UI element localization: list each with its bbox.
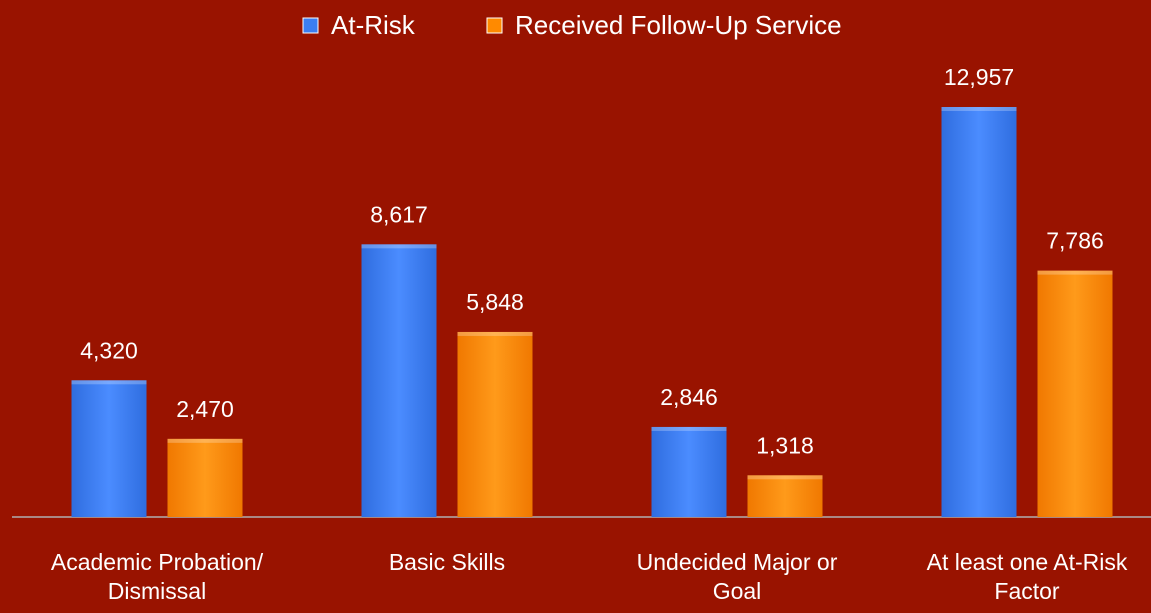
bar-top <box>167 438 243 443</box>
bar-top <box>747 475 823 480</box>
bar <box>1037 270 1113 517</box>
legend-label: Received Follow-Up Service <box>515 10 842 40</box>
bar <box>941 107 1017 517</box>
legend-swatch <box>302 17 319 34</box>
bar <box>651 426 727 517</box>
data-label: 4,320 <box>80 337 138 363</box>
bar-top <box>457 331 533 336</box>
bar-top <box>71 380 147 385</box>
data-label: 2,470 <box>176 396 234 422</box>
data-label: 5,848 <box>466 289 524 315</box>
bar <box>457 331 533 517</box>
data-label: 2,846 <box>660 384 718 410</box>
bar-top <box>361 244 437 249</box>
x-tick-label: Undecided Major or Goal <box>636 549 838 604</box>
bar-top <box>941 107 1017 111</box>
x-tick-label: Academic Probation/ Dismissal <box>50 549 264 604</box>
bar-top <box>1037 270 1113 275</box>
data-label: 12,957 <box>944 64 1014 90</box>
bar <box>747 475 823 517</box>
data-label: 7,786 <box>1046 228 1104 254</box>
data-label: 1,318 <box>756 432 814 458</box>
legend-label: At-Risk <box>331 10 416 40</box>
bar <box>71 380 147 517</box>
data-label: 8,617 <box>370 201 428 227</box>
x-tick-label: Basic Skills <box>388 549 506 575</box>
bar <box>361 244 437 517</box>
legend-swatch <box>486 17 503 34</box>
x-tick-label: At least one At-Risk Factor <box>926 549 1128 604</box>
bar-top <box>651 426 727 431</box>
bar <box>167 438 243 517</box>
